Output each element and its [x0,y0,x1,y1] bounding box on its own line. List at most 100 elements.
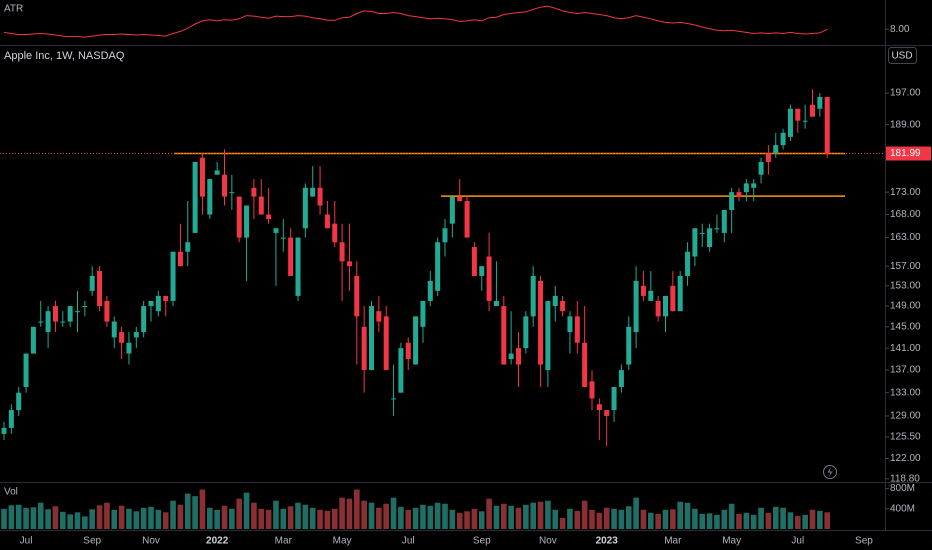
candle-body [273,228,279,233]
volume-bar [148,506,154,529]
volume-bar [324,510,331,529]
volume-bar [1,508,7,529]
volume-bar [795,515,801,529]
volume-bar [184,493,191,529]
y-tick-label: 133.00 [890,387,921,398]
volume-bar [317,509,323,529]
volume-bar [552,509,559,529]
candle-body [435,242,441,291]
candle-body [530,275,536,317]
candle-body [199,157,205,197]
candle-body [310,187,316,197]
volume-bar [45,509,51,529]
candle-body [236,196,242,238]
volume-bar [603,507,610,529]
candle-body [714,228,720,230]
candle-body [707,228,713,247]
volume-bar [648,512,654,529]
candle-body [457,196,463,202]
x-tick-label: Nov [142,536,160,547]
candle-body [640,285,646,296]
y-tick-label: 153.00 [890,280,921,291]
volume-bar [339,497,345,529]
volume-bar [104,502,110,529]
candle-body [692,228,698,257]
currency-button[interactable] [888,47,917,64]
volume-bar [390,497,397,529]
candle-body [67,306,73,322]
candle-body [1,427,7,434]
candle-body [258,196,264,215]
candle-body [60,321,66,323]
candle-body [633,280,639,333]
candle-body [45,311,51,333]
candle-body [685,251,691,276]
candle-body [538,280,544,365]
candle-body [141,306,147,333]
y-tick-label: 163.00 [890,232,921,243]
candle-body [111,321,117,338]
y-tick-label: 8.00 [890,24,910,35]
candle-body [16,392,22,411]
candle-body [251,187,257,197]
volume-bar [74,512,81,529]
lightning-glyph [827,467,833,477]
candle-body [30,326,36,354]
volume-bar [192,496,198,529]
volume-bar [346,498,353,529]
volume-bar [817,510,823,529]
volume-bar [177,504,184,529]
volume-bar [486,498,492,529]
x-tick-label: Jul [791,536,804,547]
candle-body [765,153,771,162]
candle-body [736,192,742,197]
y-tick-label: 129.00 [890,411,921,422]
candle-body [743,183,749,193]
volume-bar [501,503,507,529]
y-tick-label: 149.00 [890,301,921,312]
volume-bar [706,513,713,529]
candle-body [802,120,808,122]
candle-body [302,187,308,229]
candle-body [545,300,551,371]
x-tick-label: Jul [402,536,415,547]
volume-bar [199,489,206,529]
candle-body [119,332,125,343]
y-tick-label: 118.80 [890,473,920,484]
volume-bar [52,506,59,529]
candle-body [339,242,345,262]
candle-body [295,237,301,296]
x-tick-label: Jul [20,536,33,547]
volume-bar [493,505,500,529]
candle-body [824,96,830,154]
currency-label[interactable]: USD [891,51,912,62]
volume-bar [780,507,786,529]
volume-bar [618,509,625,529]
candle-body [670,285,676,312]
volume-bar [30,507,37,529]
candle-body [604,410,610,416]
volume-bar [684,502,691,529]
volume-bar [515,507,522,529]
candle-body [383,316,389,371]
volume-bar [15,504,22,529]
volume-bar [581,500,588,529]
candle-body [266,214,272,220]
candle-body [38,321,44,323]
candle-body [280,237,286,239]
y-tick-label: 800M [890,483,915,494]
candle-body [795,108,801,121]
candle-body [405,342,411,360]
volume-bar [699,513,706,529]
candle-body [155,295,161,312]
candle-body [523,316,529,349]
volume-bar [567,508,573,529]
candle-body [758,161,764,175]
volume-bar [295,502,301,529]
x-tick-label: May [333,536,352,547]
lightning-icon[interactable] [823,465,837,479]
candle-body [567,316,573,333]
volume-bar [302,504,309,529]
